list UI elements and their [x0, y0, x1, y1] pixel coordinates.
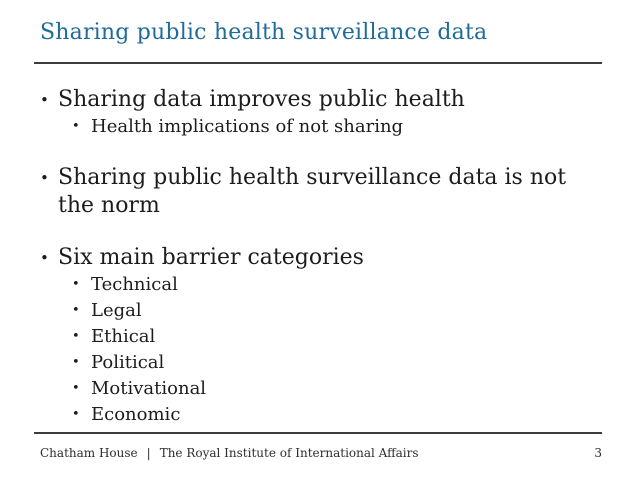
slide-footer: Chatham House | The Royal Institute of I… [40, 446, 602, 460]
bullet-text: Six main barrier categories [58, 245, 364, 270]
bullet-marker: • [72, 355, 80, 370]
bullet-item: • Sharing public health surveillance dat… [40, 164, 600, 220]
bullet-marker: • [72, 303, 80, 318]
bullet-marker: • [72, 329, 80, 344]
page-number: 3 [594, 446, 602, 460]
bullet-marker: • [72, 119, 80, 134]
bullet-item: • Sharing data improves public health [40, 86, 600, 114]
sub-bullet-text: Technical [91, 274, 178, 295]
bullet-marker: • [72, 277, 80, 292]
bullet-marker: • [40, 91, 49, 109]
sub-bullet-text: Economic [91, 404, 181, 425]
sub-bullet-text: Motivational [91, 378, 207, 399]
footer-organization: Chatham House [40, 446, 138, 460]
bullet-marker: • [72, 381, 80, 396]
bullet-marker: • [40, 169, 49, 187]
bullet-text: Sharing public health surveillance data … [58, 165, 567, 218]
slide-title: Sharing public health surveillance data [40, 20, 488, 45]
sub-bullet-text: Ethical [91, 326, 156, 347]
sub-bullet-item: • Legal [72, 298, 600, 324]
footer-attribution: Chatham House | The Royal Institute of I… [40, 446, 419, 460]
bullet-item: • Six main barrier categories [40, 244, 600, 272]
title-divider-line [34, 62, 602, 64]
sub-bullet-item: • Ethical [72, 324, 600, 350]
sub-bullet-item: • Health implications of not sharing [72, 114, 600, 140]
bullet-marker: • [72, 407, 80, 422]
bullet-text: Sharing data improves public health [58, 87, 465, 112]
sub-bullet-item: • Economic [72, 402, 600, 428]
sub-bullet-text: Health implications of not sharing [91, 116, 404, 137]
sub-bullet-text: Political [91, 352, 165, 373]
footer-divider-line [34, 432, 602, 434]
sub-bullet-item: • Political [72, 350, 600, 376]
footer-institute: The Royal Institute of International Aff… [159, 446, 419, 460]
footer-separator: | [146, 446, 151, 460]
sub-bullet-item: • Technical [72, 272, 600, 298]
sub-bullet-item: • Motivational [72, 376, 600, 402]
bullet-marker: • [40, 249, 49, 267]
slide-body: • Sharing data improves public health • … [40, 86, 600, 428]
sub-bullet-text: Legal [91, 300, 142, 321]
